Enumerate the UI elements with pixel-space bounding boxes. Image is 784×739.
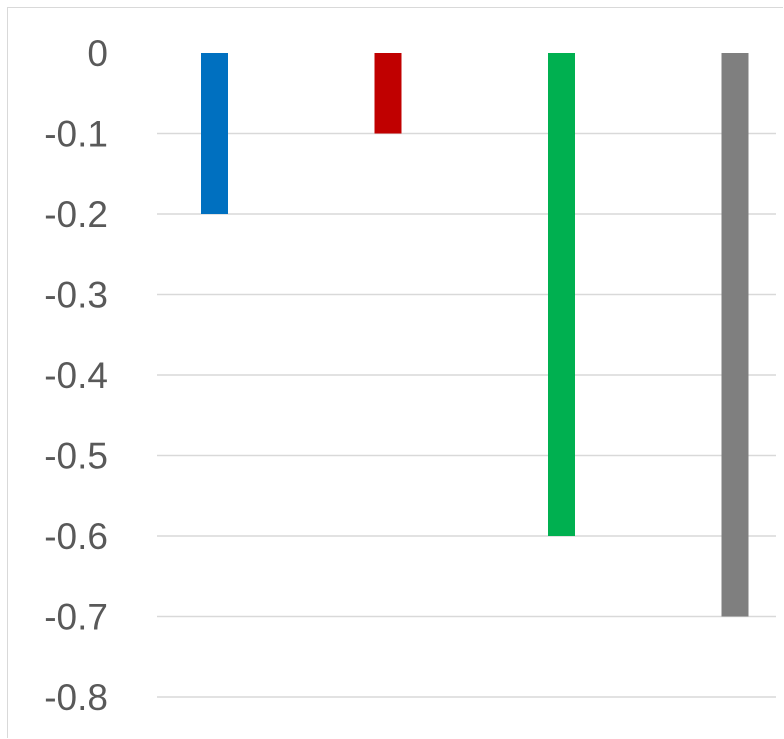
y-tick-label: -0.8 bbox=[44, 677, 108, 718]
y-tick-label: 0 bbox=[87, 33, 108, 74]
y-tick-label: -0.3 bbox=[44, 275, 108, 316]
bar-1 bbox=[201, 53, 228, 214]
y-tick-label: -0.7 bbox=[44, 597, 108, 638]
y-tick-label: -0.5 bbox=[44, 436, 108, 477]
y-tick-label: -0.2 bbox=[44, 194, 108, 235]
y-tick-label: -0.1 bbox=[44, 114, 108, 155]
y-tick-label: -0.6 bbox=[44, 516, 108, 557]
y-axis-tick-labels: 0 -0.1 -0.2 -0.3 -0.4 -0.5 -0.6 -0.7 -0.8 bbox=[44, 33, 108, 718]
bar-2 bbox=[374, 53, 402, 134]
bar-3 bbox=[548, 53, 575, 536]
y-tick-label: -0.4 bbox=[44, 355, 108, 396]
bars bbox=[201, 53, 749, 617]
bar-4 bbox=[721, 53, 749, 617]
gridlines bbox=[157, 132, 776, 698]
